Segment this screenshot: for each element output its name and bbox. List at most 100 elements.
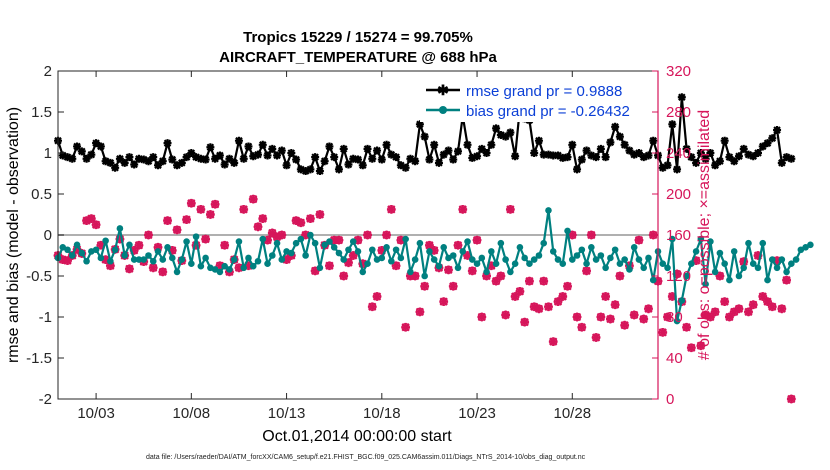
- obs-assimilated-point: [610, 300, 620, 310]
- bias-point: [764, 276, 771, 284]
- rmse-point: [711, 161, 720, 170]
- bias-point: [230, 256, 238, 263]
- rmse-point: [101, 157, 110, 166]
- obs-assimilated-point: [596, 312, 606, 322]
- bias-point: [626, 266, 633, 273]
- bias-point: [521, 254, 528, 262]
- bias-point: [673, 317, 681, 325]
- obs-assimilated-point: [125, 264, 134, 274]
- rmse-point: [68, 154, 77, 163]
- rmse-point: [263, 151, 272, 160]
- legend-box: [420, 78, 646, 122]
- obs-assimilated-point: [510, 292, 520, 301]
- obs-assimilated-point: [82, 216, 91, 226]
- rmse-point: [244, 142, 253, 151]
- bias-point: [754, 264, 762, 272]
- obs-assimilated-point: [96, 240, 106, 250]
- bias-point: [264, 260, 271, 268]
- bias-point: [635, 256, 643, 263]
- bias-point: [164, 244, 171, 251]
- x-tick-label: 10/28: [554, 405, 592, 422]
- rmse-point: [706, 149, 715, 157]
- obs-assimilated-point: [263, 235, 272, 245]
- bias-point: [683, 272, 690, 280]
- bias-point: [140, 256, 148, 263]
- bias-point: [345, 246, 352, 254]
- obs-assimilated-point: [363, 230, 372, 240]
- obs-assimilated-point: [539, 276, 549, 286]
- rmse-point: [334, 165, 343, 174]
- rmse-point: [339, 144, 348, 153]
- obs-assimilated-point: [391, 261, 401, 271]
- obs-assimilated-point: [667, 292, 677, 301]
- obs-assimilated-point: [496, 271, 506, 281]
- bias-point: [459, 248, 467, 255]
- rmse-point: [682, 144, 691, 153]
- bias-point: [449, 252, 457, 259]
- obs-assimilated-point: [182, 215, 191, 225]
- y-left-tick-label: 1: [44, 145, 52, 162]
- obs-assimilated-point: [701, 310, 711, 320]
- rmse-point: [196, 154, 205, 163]
- bias-point: [735, 272, 743, 280]
- rmse-point: [730, 157, 739, 166]
- rmse-point: [368, 154, 377, 163]
- bias-point: [135, 256, 143, 263]
- obs-assimilated-point: [291, 216, 301, 226]
- obs-assimilated-point: [482, 271, 491, 281]
- bias-point: [259, 235, 267, 243]
- rmse-point: [301, 167, 310, 176]
- rmse-point: [63, 153, 72, 162]
- bias-point: [578, 246, 586, 254]
- rmse-point: [468, 153, 477, 162]
- obs-assimilated-point: [534, 304, 544, 314]
- rmse-point: [415, 120, 424, 129]
- bias-point: [378, 254, 386, 262]
- rmse-point: [373, 146, 382, 155]
- bias-point: [545, 207, 552, 214]
- bias-point: [678, 297, 686, 304]
- legend-rmse-marker: ✱: [437, 82, 449, 98]
- bias-point: [668, 235, 676, 243]
- rmse-point: [154, 161, 162, 170]
- rmse-point: [201, 155, 210, 164]
- bias-point: [692, 248, 700, 255]
- bias-point: [407, 268, 414, 276]
- bias-point: [440, 244, 448, 251]
- obs-assimilated-point: [329, 235, 339, 245]
- rmse-point: [134, 154, 143, 163]
- obs-assimilated-point: [396, 235, 406, 245]
- bias-point: [507, 268, 514, 276]
- bias-point: [288, 249, 295, 257]
- obs-assimilated-point: [634, 235, 644, 245]
- rmse-point: [254, 150, 262, 159]
- bias-point: [792, 256, 800, 263]
- obs-assimilated-point: [248, 194, 258, 204]
- x-tick-label: 10/03: [77, 405, 115, 422]
- rmse-point: [311, 153, 320, 162]
- rmse-point: [349, 154, 358, 163]
- obs-assimilated-point: [572, 312, 582, 322]
- bias-point: [564, 227, 571, 235]
- legend-bias-label: bias grand pr = -0.26432: [466, 103, 630, 120]
- rmse-point: [434, 158, 443, 167]
- rmse-point: [292, 155, 301, 164]
- obs-assimilated-point: [777, 304, 787, 314]
- rmse-point: [534, 136, 543, 145]
- rmse-point: [463, 140, 472, 149]
- bias-point: [226, 266, 233, 273]
- obs-assimilated-point: [477, 312, 487, 322]
- bias-point: [492, 260, 500, 268]
- bias-point: [392, 246, 400, 254]
- bias-point: [183, 238, 190, 245]
- rmse-point: [625, 146, 634, 155]
- obs-assimilated-point: [101, 255, 111, 264]
- x-tick-label: 10/13: [268, 405, 306, 422]
- rmse-point: [749, 152, 758, 161]
- rmse-point: [168, 155, 177, 164]
- rmse-point: [620, 140, 629, 149]
- obs-assimilated-point: [486, 261, 496, 271]
- obs-assimilated-point: [429, 245, 439, 255]
- rmse-point: [401, 163, 410, 172]
- rmse-point: [249, 152, 258, 161]
